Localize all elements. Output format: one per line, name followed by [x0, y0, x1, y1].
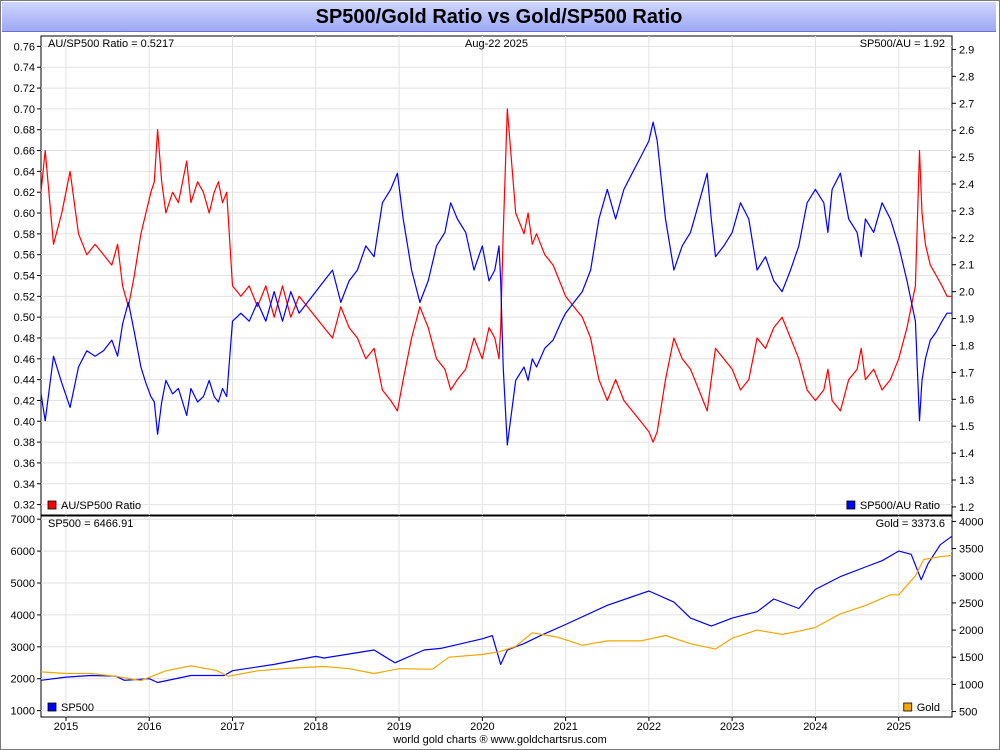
- legend-label: Gold: [917, 702, 940, 714]
- series-line-au-sp500-ratio: [40, 108, 952, 443]
- right-tick-label: 4000: [959, 516, 983, 528]
- readout-right: SP500/AU = 1.92: [860, 38, 945, 50]
- right-tick-label: 1.8: [959, 340, 974, 352]
- right-tick-label: 3500: [959, 544, 983, 556]
- right-tick-label: 1.3: [959, 475, 974, 487]
- left-tick-label: 7000: [11, 514, 35, 526]
- right-tick-label: 1.5: [959, 421, 974, 433]
- series-line-gold: [40, 554, 953, 682]
- x-tick-label: 2019: [387, 721, 411, 733]
- footer-credit: world gold charts ® www.goldchartsrus.co…: [393, 734, 607, 746]
- left-tick-label: 2000: [11, 674, 35, 686]
- x-tick-label: 2016: [137, 721, 161, 733]
- left-tick-label: 0.72: [14, 83, 35, 95]
- right-tick-label: 2500: [959, 598, 983, 610]
- legend-swatch: [47, 500, 57, 510]
- right-tick-label: 500: [959, 707, 977, 719]
- left-tick-label: 0.48: [14, 333, 35, 345]
- left-tick-label: 1000: [11, 706, 35, 718]
- left-tick-label: 0.58: [14, 229, 35, 241]
- left-tick-label: 0.60: [14, 208, 35, 220]
- right-tick-label: 2.0: [959, 287, 974, 299]
- readout-left: AU/SP500 Ratio = 0.5217: [48, 38, 174, 50]
- left-tick-label: 0.38: [14, 437, 35, 449]
- right-tick-label: 2.5: [959, 152, 974, 164]
- right-tick-label: 2.9: [959, 44, 974, 56]
- left-tick-label: 0.40: [14, 416, 35, 428]
- x-tick-label: 2020: [470, 721, 494, 733]
- title-bar: SP500/Gold Ratio vs Gold/SP500 Ratio: [2, 2, 996, 32]
- left-tick-label: 0.74: [14, 62, 35, 74]
- right-tick-label: 2.7: [959, 98, 974, 110]
- right-tick-label: 1.9: [959, 314, 974, 326]
- left-tick-label: 0.70: [14, 104, 35, 116]
- readout-left: SP500 = 6466.91: [48, 518, 133, 530]
- right-tick-label: 1.2: [959, 502, 974, 514]
- readout-right: Gold = 3373.6: [876, 518, 945, 530]
- series-line-sp500: [40, 535, 953, 684]
- right-tick-label: 2.2: [959, 233, 974, 245]
- right-tick-label: 1500: [959, 652, 983, 664]
- left-tick-label: 0.44: [14, 375, 35, 387]
- left-tick-label: 0.64: [14, 166, 35, 178]
- left-tick-label: 5000: [11, 578, 35, 590]
- left-tick-label: 0.52: [14, 291, 35, 303]
- legend-swatch: [903, 702, 913, 712]
- right-tick-label: 3000: [959, 571, 983, 583]
- left-tick-label: 0.62: [14, 187, 35, 199]
- legend-swatch: [47, 702, 57, 712]
- x-tick-label: 2018: [304, 721, 328, 733]
- legend-label: AU/SP500 Ratio: [61, 500, 141, 512]
- x-tick-label: 2023: [720, 721, 744, 733]
- legend-label: SP500/AU Ratio: [860, 500, 940, 512]
- series-line-sp500-au-ratio: [40, 121, 952, 446]
- left-tick-label: 0.66: [14, 146, 35, 158]
- x-tick-label: 2022: [637, 721, 661, 733]
- left-tick-label: 0.50: [14, 312, 35, 324]
- left-tick-label: 0.42: [14, 395, 35, 407]
- left-tick-label: 0.68: [14, 125, 35, 137]
- right-tick-label: 2.8: [959, 71, 974, 83]
- left-tick-label: 0.32: [14, 500, 35, 512]
- x-tick-label: 2017: [220, 721, 244, 733]
- legend-swatch: [846, 500, 856, 510]
- left-tick-label: 6000: [11, 546, 35, 558]
- right-tick-label: 2.3: [959, 206, 974, 218]
- left-tick-label: 0.46: [14, 354, 35, 366]
- right-tick-label: 2.4: [959, 179, 974, 191]
- chart-title: SP500/Gold Ratio vs Gold/SP500 Ratio: [315, 6, 683, 28]
- left-tick-label: 0.36: [14, 458, 35, 470]
- x-tick-label: 2024: [803, 721, 827, 733]
- left-tick-label: 0.54: [14, 271, 35, 283]
- left-tick-label: 4000: [11, 610, 35, 622]
- right-tick-label: 1.6: [959, 394, 974, 406]
- left-tick-label: 0.34: [14, 479, 35, 491]
- legend-label: SP500: [61, 702, 94, 714]
- panel-price: [40, 515, 953, 718]
- readout-date: Aug-22 2025: [465, 38, 528, 50]
- right-tick-label: 1000: [959, 679, 983, 691]
- x-tick-label: 2021: [553, 721, 577, 733]
- left-tick-label: 0.56: [14, 250, 35, 262]
- x-tick-label: 2015: [54, 721, 78, 733]
- right-tick-label: 1.4: [959, 448, 974, 460]
- right-tick-label: 2.1: [959, 260, 974, 272]
- left-tick-label: 0.76: [14, 41, 35, 53]
- x-tick-label: 2025: [886, 721, 910, 733]
- left-tick-label: 3000: [11, 642, 35, 654]
- right-tick-label: 1.7: [959, 367, 974, 379]
- right-tick-label: 2.6: [959, 125, 974, 137]
- right-tick-label: 2000: [959, 625, 983, 637]
